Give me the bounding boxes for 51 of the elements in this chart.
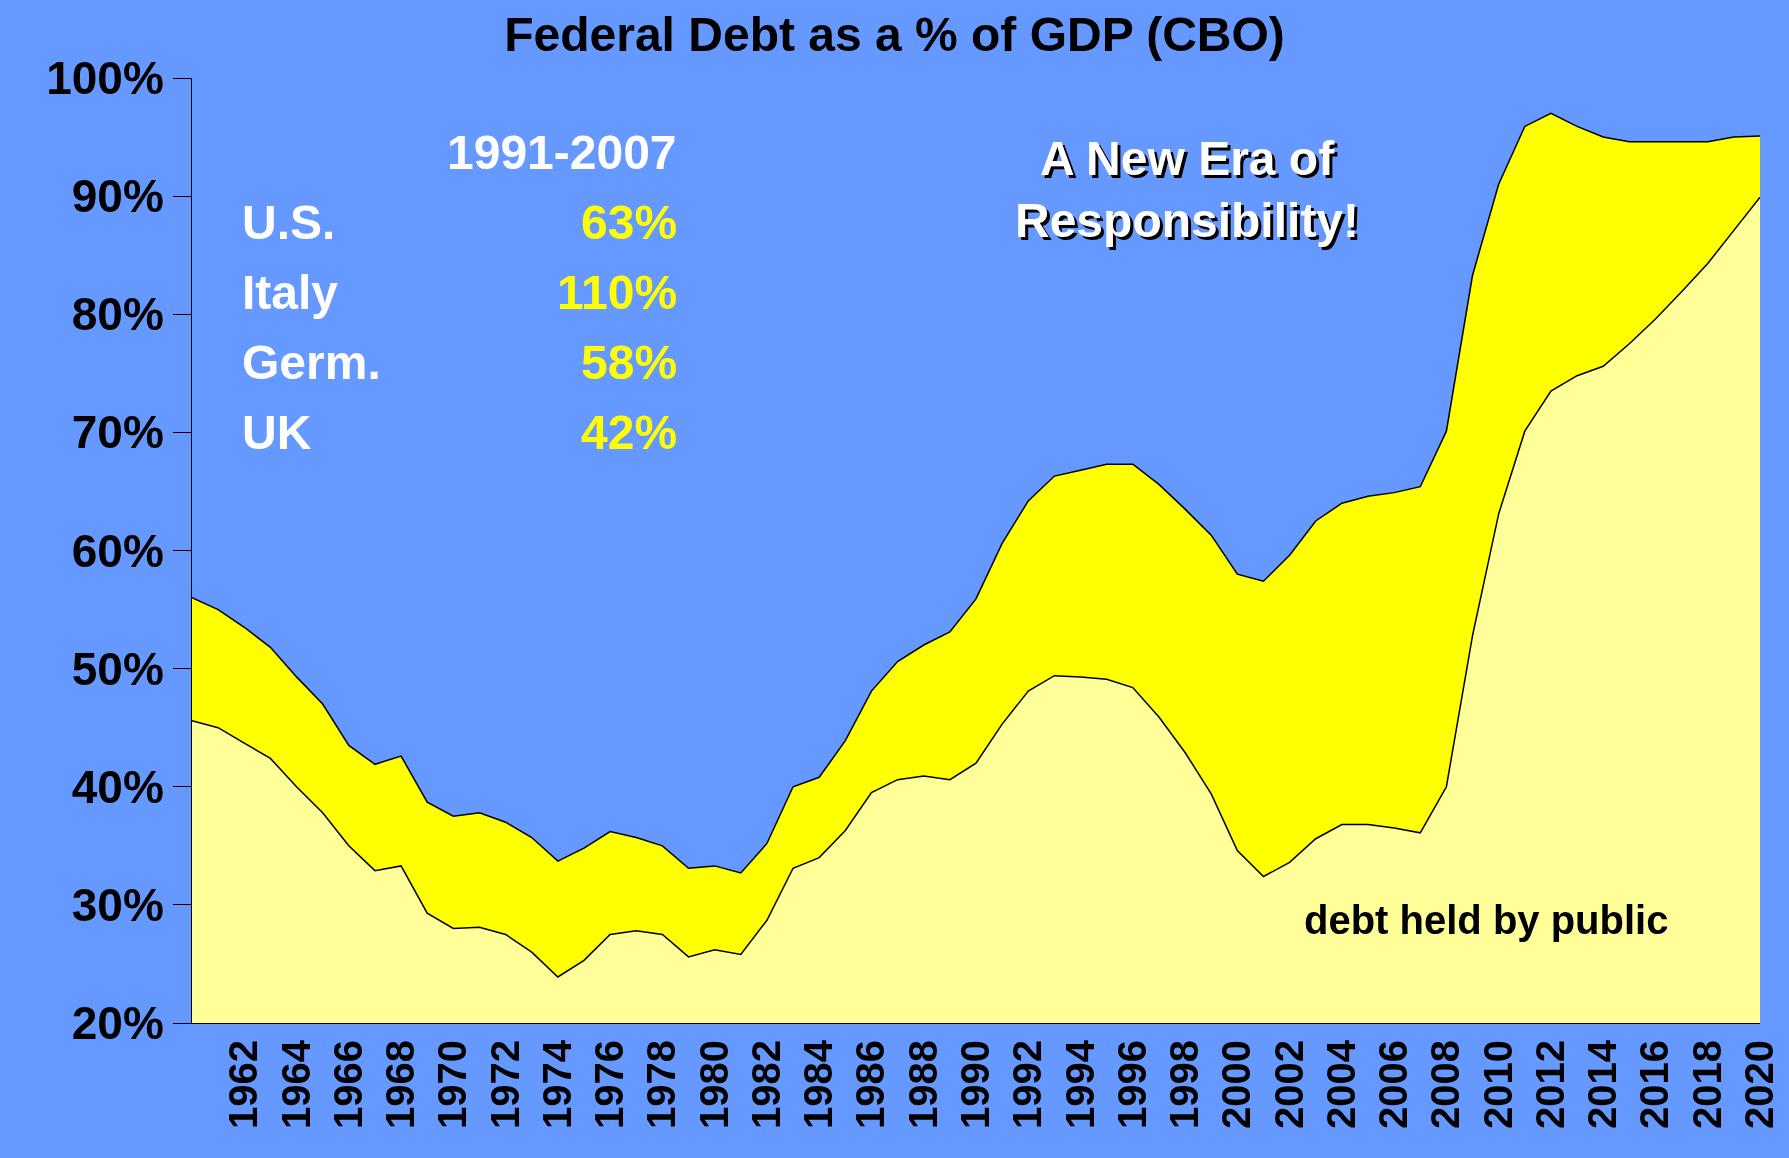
y-tick-label: 90% bbox=[71, 170, 164, 223]
y-tick-label: 30% bbox=[71, 878, 164, 931]
x-tick-label: 1976 bbox=[587, 1040, 632, 1129]
x-tick-label: 2004 bbox=[1318, 1039, 1363, 1129]
annotation: Italy bbox=[242, 266, 339, 319]
x-tick-label: 1994 bbox=[1057, 1039, 1102, 1129]
x-tick-label: 1968 bbox=[378, 1040, 423, 1129]
y-tick-label: 40% bbox=[71, 760, 164, 813]
annotation: U.S. bbox=[242, 196, 336, 249]
y-tick-label: 50% bbox=[71, 642, 164, 695]
x-tick-label: 2000 bbox=[1214, 1040, 1259, 1129]
x-tick-label: 2008 bbox=[1423, 1040, 1468, 1129]
x-tick-label: 2020 bbox=[1737, 1040, 1781, 1129]
chart-title: Federal Debt as a % of GDP (CBO) bbox=[504, 7, 1285, 61]
x-tick-label: 2016 bbox=[1632, 1040, 1677, 1129]
x-tick-label: 1984 bbox=[796, 1039, 841, 1129]
x-tick-label: 1970 bbox=[430, 1040, 475, 1129]
x-tick-label: 1978 bbox=[639, 1040, 684, 1129]
annotation: UK bbox=[242, 406, 312, 459]
x-tick-label: 1996 bbox=[1109, 1040, 1154, 1129]
x-tick-label: 1986 bbox=[848, 1040, 893, 1129]
x-tick-label: 2018 bbox=[1684, 1040, 1729, 1129]
x-tick-label: 1992 bbox=[1005, 1040, 1050, 1129]
series-label: debt held by public bbox=[1304, 898, 1669, 942]
x-tick-label: 2006 bbox=[1371, 1040, 1416, 1129]
annotation: 58% bbox=[581, 336, 678, 389]
x-tick-label: 2012 bbox=[1527, 1040, 1572, 1129]
y-tick-label: 100% bbox=[46, 52, 164, 105]
annotation: 63% bbox=[581, 196, 678, 249]
x-tick-label: 1966 bbox=[325, 1040, 370, 1129]
x-tick-label: 1964 bbox=[273, 1039, 318, 1129]
x-tick-label: 1982 bbox=[743, 1040, 788, 1129]
x-tick-label: 1972 bbox=[482, 1040, 527, 1129]
y-tick-label: 70% bbox=[71, 406, 164, 459]
x-tick-label: 2010 bbox=[1475, 1040, 1520, 1129]
x-tick-label: 1974 bbox=[534, 1039, 579, 1129]
y-tick-label: 60% bbox=[71, 524, 164, 577]
x-tick-label: 2002 bbox=[1266, 1040, 1311, 1129]
annotation: 1991-2007 bbox=[447, 126, 677, 179]
x-tick-label: 1990 bbox=[953, 1040, 997, 1129]
annotation: A New Era of Responsibility! bbox=[1015, 132, 1360, 248]
annotation: 42% bbox=[581, 406, 678, 459]
x-tick-label: 1998 bbox=[1162, 1040, 1207, 1129]
x-tick-label: 2014 bbox=[1580, 1039, 1625, 1129]
annotation: Germ. bbox=[242, 336, 381, 389]
x-tick-label: 1980 bbox=[691, 1040, 736, 1129]
y-tick-label: 20% bbox=[71, 997, 164, 1050]
y-tick-label: 80% bbox=[71, 288, 164, 341]
annotation: 110% bbox=[557, 266, 678, 319]
x-tick-label: 1988 bbox=[900, 1040, 945, 1129]
x-tick-label: 1962 bbox=[221, 1040, 266, 1129]
